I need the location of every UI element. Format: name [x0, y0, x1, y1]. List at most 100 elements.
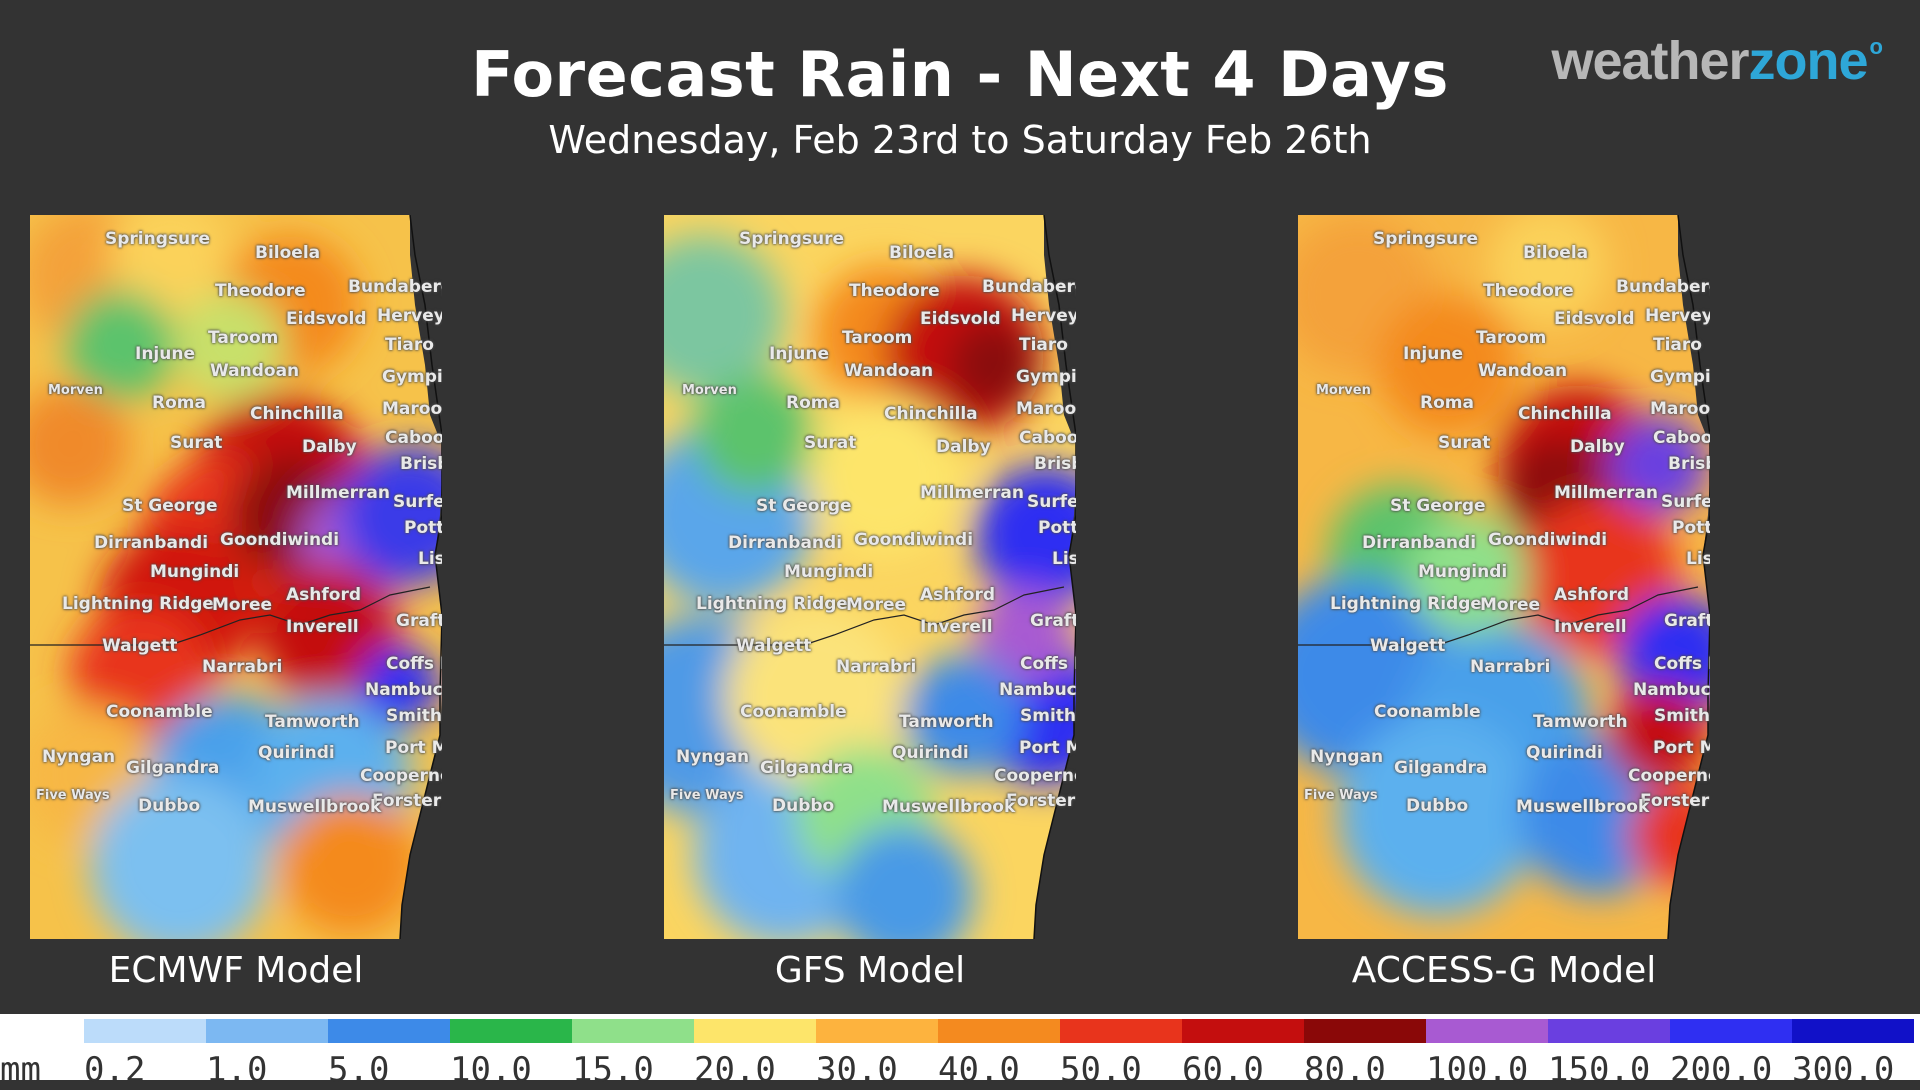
town-label: Smithtown: [1020, 706, 1076, 726]
town-label: Coopernook: [360, 766, 442, 786]
town-label: Brisbane: [1034, 454, 1076, 474]
town-label: Gympie: [382, 367, 442, 387]
town-label: Wandoan: [210, 361, 300, 381]
model-label-ecmwf: ECMWF Model: [108, 950, 364, 991]
town-label: Biloela: [889, 243, 955, 263]
town-label: Moree: [846, 595, 907, 615]
town-label: Maroochydore: [1016, 399, 1076, 419]
town-label: Biloela: [255, 243, 321, 263]
legend-value-label: 0.2: [84, 1050, 146, 1090]
legend-swatch: [1426, 1019, 1548, 1043]
town-label: Lismore: [1686, 549, 1710, 569]
town-label: Goondiwindi: [220, 530, 340, 550]
town-label: Port Macquarie: [1019, 738, 1076, 758]
state-border: [664, 586, 1065, 646]
town-label: Lismore: [418, 549, 442, 569]
town-label: Quirindi: [1526, 743, 1603, 763]
town-label: Dalby: [936, 437, 991, 457]
town-label: Theodore: [1483, 281, 1574, 301]
legend-value-label: 150.0: [1548, 1050, 1651, 1090]
town-label: Coffs Harbour: [386, 654, 442, 674]
legend-color-bar: [84, 1019, 1914, 1043]
town-label: Walgett: [102, 636, 178, 656]
legend-swatch: [328, 1019, 450, 1043]
rain-field-blob: [1408, 515, 1528, 635]
logo-text-zone: zone: [1748, 31, 1869, 91]
town-label: Dubbo: [138, 796, 201, 816]
rain-field-blob: [1608, 415, 1708, 515]
town-label: Walgett: [736, 636, 812, 656]
rainfall-map-access: [1298, 215, 1710, 939]
legend-value-label: 300.0: [1792, 1050, 1895, 1090]
rain-field-blob: [904, 655, 1024, 775]
town-label: Eidsvold: [286, 309, 367, 329]
town-label: Walgett: [1370, 636, 1446, 656]
town-label: Morven: [682, 383, 737, 398]
town-label: Tiaro: [1653, 335, 1702, 355]
state-border: [30, 586, 431, 646]
legend-value-label: 50.0: [1060, 1050, 1142, 1090]
town-label: Tiaro: [385, 335, 434, 355]
legend-value-label: 15.0: [572, 1050, 654, 1090]
legend-value-label: 1.0: [206, 1050, 268, 1090]
town-label: Brisbane: [1668, 454, 1710, 474]
town-label: Hervey Bay: [1645, 306, 1710, 326]
town-label: Goondiwindi: [1488, 530, 1608, 550]
town-label: Muswellbrook: [248, 797, 382, 817]
town-label: Lightning Ridge: [62, 594, 214, 614]
town-label: Springsure: [105, 229, 211, 249]
legend-swatch: [1670, 1019, 1792, 1043]
rain-field-blob: [1338, 715, 1538, 915]
town-label: Moree: [1480, 595, 1541, 615]
rain-field-blob: [1608, 685, 1708, 785]
town-label: Surat: [1438, 433, 1491, 453]
town-label: Tamworth: [265, 712, 360, 732]
town-label: Lismore: [1052, 549, 1076, 569]
legend-value-label: 200.0: [1670, 1050, 1773, 1090]
town-label: Mungindi: [150, 562, 240, 582]
town-label: Taroom: [1476, 328, 1547, 348]
legend-unit: mm: [0, 1050, 41, 1090]
town-label: Surat: [170, 433, 223, 453]
town-label: Bundaberg: [1616, 277, 1710, 297]
town-label: Smithtown: [1654, 706, 1710, 726]
town-label: Tiaro: [1019, 335, 1068, 355]
town-label: St George: [1390, 496, 1486, 516]
town-label: Taroom: [208, 328, 279, 348]
legend-value-label: 10.0: [450, 1050, 532, 1090]
town-label: Lightning Ridge: [696, 594, 848, 614]
town-label: Quirindi: [258, 743, 335, 763]
town-label: Injune: [769, 344, 829, 364]
map-panel-gfs: Springsure Biloela Theodore Bundaberg Eidsvo…: [664, 215, 1076, 939]
town-label: Eidsvold: [1554, 309, 1635, 329]
town-label: Dirranbandi: [94, 533, 209, 553]
town-label: Maroochydore: [1650, 399, 1710, 419]
town-label: Bundaberg: [348, 277, 442, 297]
town-label: Port Macquarie: [1653, 738, 1710, 758]
rainfall-map-ecmwf: [30, 215, 442, 939]
town-label: Theodore: [215, 281, 306, 301]
town-label: Pottsville Beach: [1672, 518, 1710, 538]
town-label: Tamworth: [1533, 712, 1628, 732]
town-label: Chinchilla: [884, 404, 978, 424]
town-label: Surat: [804, 433, 857, 453]
state-border: [1298, 586, 1699, 646]
map-panel-access-g: Springsure Biloela Theodore Bundaberg Eidsvo…: [1298, 215, 1710, 939]
town-label: Roma: [152, 393, 206, 413]
rain-field-blob: [1618, 595, 1710, 715]
town-label: Roma: [786, 393, 840, 413]
rain-field-blob: [949, 320, 1039, 410]
town-label: Narrabri: [202, 657, 283, 677]
town-label: Inverell: [920, 617, 993, 637]
town-label: Nambucca Heads: [1633, 680, 1710, 700]
rain-field-blob: [664, 235, 784, 395]
town-label: Morven: [48, 383, 103, 398]
town-label: Millmerran: [920, 483, 1024, 503]
town-label: Nambucca Heads: [999, 680, 1076, 700]
town-label: Nambucca Heads: [365, 680, 442, 700]
legend-value-label: 30.0: [816, 1050, 898, 1090]
town-label: Coonamble: [1374, 702, 1481, 722]
town-label: Coonamble: [106, 702, 213, 722]
town-label: Millmerran: [286, 483, 390, 503]
town-label: Pottsville Beach: [1038, 518, 1076, 538]
